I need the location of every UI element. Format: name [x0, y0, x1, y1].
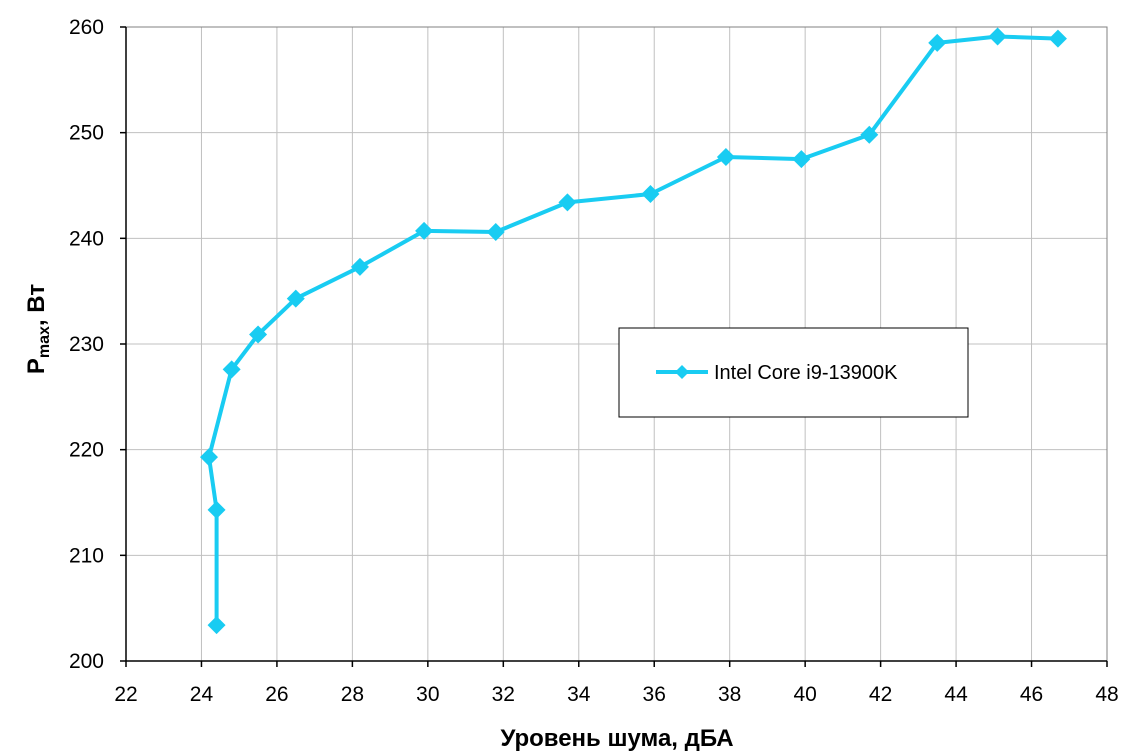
y-tick-label: 250 — [69, 122, 104, 145]
legend-label: Intel Core i9-13900K — [714, 362, 898, 384]
data-point — [792, 150, 811, 169]
x-tick-label: 22 — [114, 683, 137, 706]
x-tick-label: 34 — [567, 683, 591, 706]
x-axis: 22 24 26 28 30 32 34 36 38 40 42 44 46 48 — [114, 661, 1119, 706]
x-tick-label: 48 — [1095, 683, 1118, 706]
x-tick-label: 44 — [944, 683, 968, 706]
data-point — [350, 257, 369, 276]
data-point — [860, 125, 879, 144]
y-tick-label: 220 — [69, 439, 104, 462]
x-tick-label: 40 — [793, 683, 816, 706]
y-axis: 200 210 220 230 240 250 260 — [69, 16, 126, 673]
data-point — [1048, 29, 1067, 48]
series-layer — [200, 27, 1067, 635]
x-tick-label: 30 — [416, 683, 439, 706]
data-point — [249, 325, 268, 344]
legend: Intel Core i9-13900K — [618, 327, 969, 418]
y-tick-label: 260 — [69, 16, 104, 39]
y-tick-label: 230 — [69, 333, 104, 356]
x-tick-label: 24 — [190, 683, 214, 706]
data-point — [200, 448, 219, 467]
data-point — [988, 27, 1007, 46]
data-point — [286, 289, 305, 308]
x-tick-label: 38 — [718, 683, 741, 706]
data-point — [486, 222, 505, 241]
y-tick-label: 210 — [69, 544, 104, 567]
legend-marker — [675, 365, 689, 379]
data-point — [928, 33, 947, 52]
data-point — [207, 500, 226, 519]
y-axis-title: Pmax, Вт — [23, 284, 53, 374]
y-axis-title-sub: max — [36, 326, 53, 358]
data-point — [415, 221, 434, 240]
x-tick-label: 32 — [492, 683, 515, 706]
x-axis-title: Уровень шума, дБА — [500, 725, 733, 751]
y-tick-label: 200 — [69, 650, 104, 673]
x-tick-label: 26 — [265, 683, 288, 706]
data-point — [641, 184, 660, 203]
y-axis-title-main: P — [23, 358, 50, 374]
y-axis-title-tail: , Вт — [23, 284, 50, 326]
data-point — [716, 147, 735, 166]
data-point — [207, 616, 226, 635]
x-tick-label: 46 — [1020, 683, 1043, 706]
x-tick-label: 36 — [643, 683, 666, 706]
x-tick-label: 42 — [869, 683, 892, 706]
y-tick-label: 240 — [69, 227, 104, 250]
data-point — [222, 360, 241, 379]
data-point — [558, 193, 577, 212]
x-tick-label: 28 — [341, 683, 364, 706]
